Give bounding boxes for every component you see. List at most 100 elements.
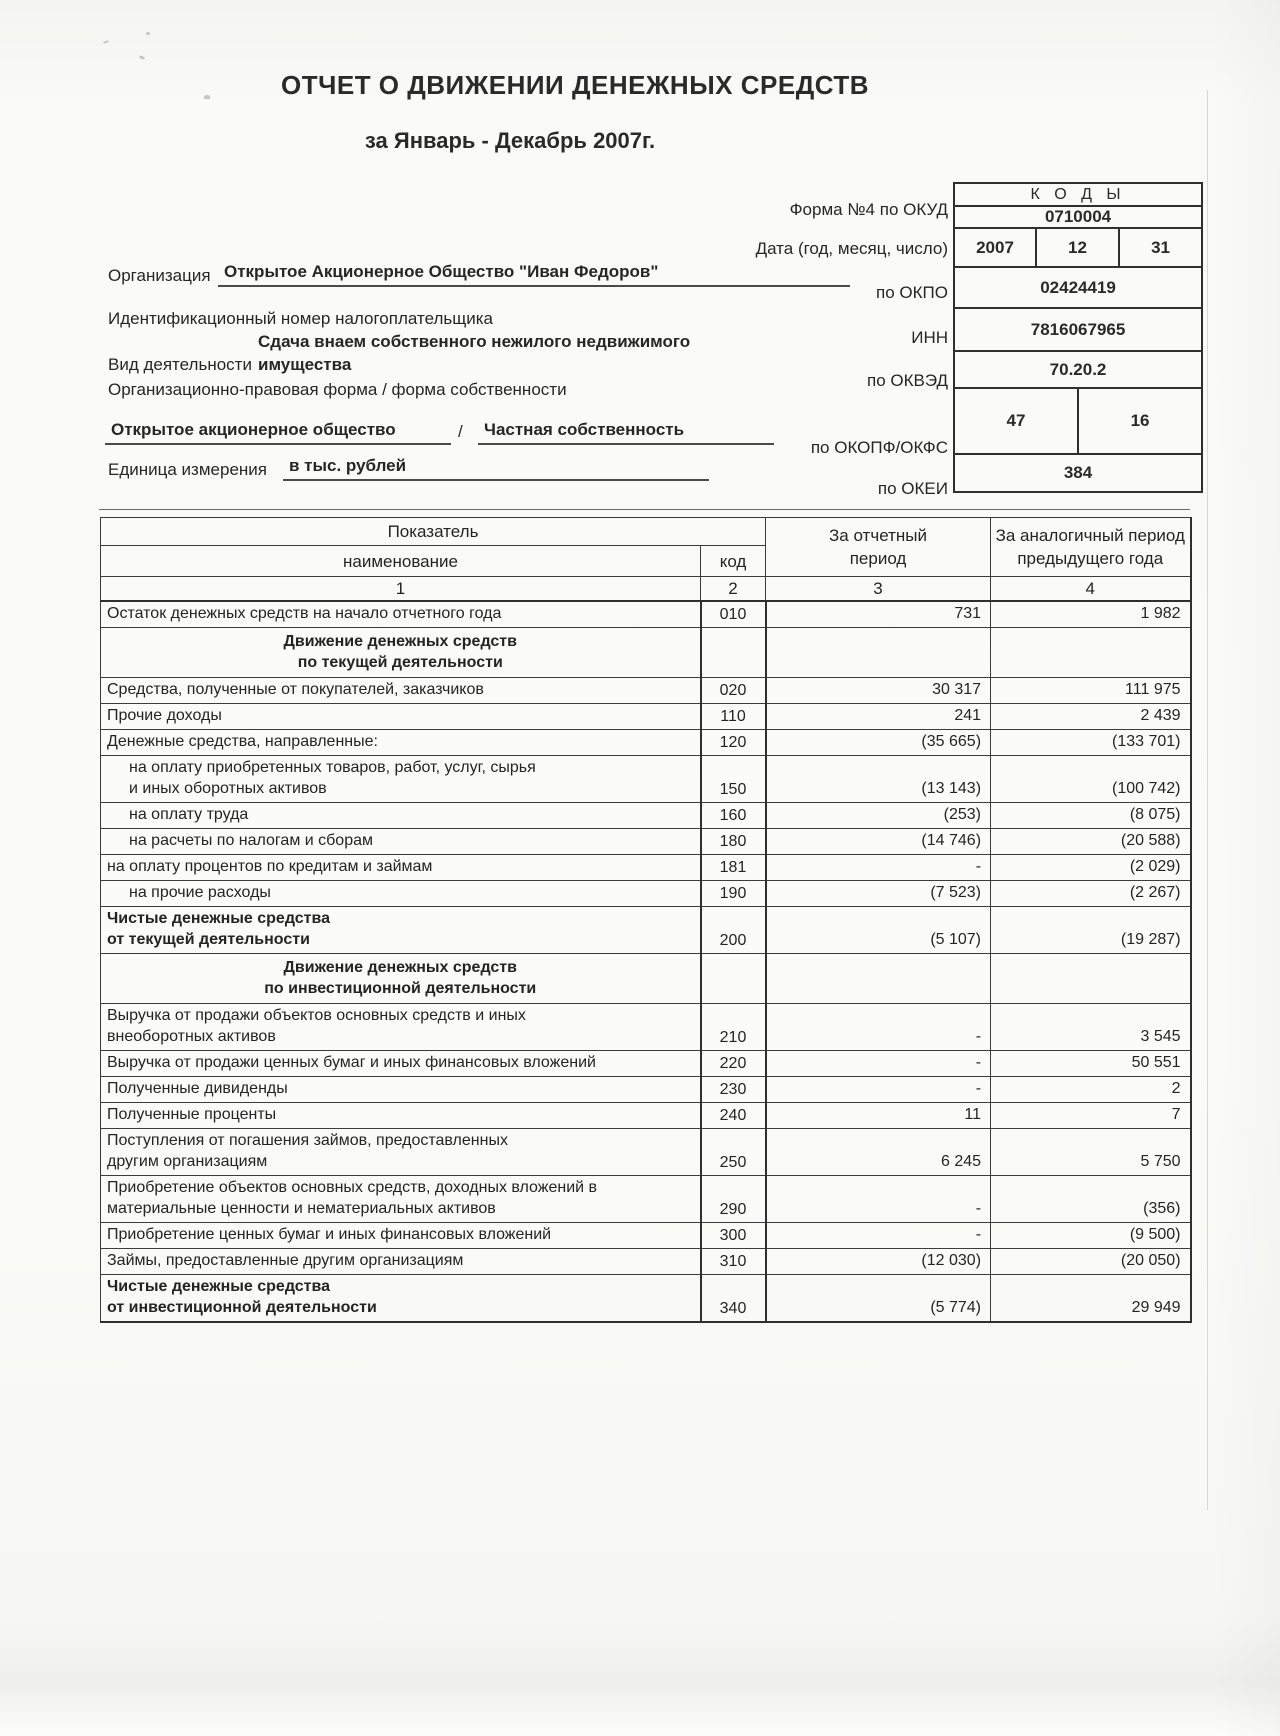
activity-value-line2: имущества <box>258 355 352 374</box>
cell-col3: (14 746) <box>764 828 992 855</box>
okved-label: по ОКВЭД <box>866 371 948 390</box>
cell-col3: 30 317 <box>764 677 992 704</box>
codes-box: К О Д Ы 0710004 2007 12 31 02424419 7816… <box>952 182 1204 493</box>
cell-name: Займы, предоставленные другим организаци… <box>100 1248 701 1275</box>
document-title: ОТЧЕТ О ДВИЖЕНИИ ДЕНЕЖНЫХ СРЕДСТВ <box>280 70 870 100</box>
activity-value-line1: Сдача внаем собственного нежилого недвиж… <box>258 332 691 351</box>
header-colnum-1: 1 <box>100 576 701 602</box>
cell-code: 300 <box>699 1222 767 1249</box>
okved-value: 70.20.2 <box>952 350 1204 389</box>
cell-code <box>699 953 767 1004</box>
cell-code: 190 <box>699 880 767 907</box>
inn-label: ИНН <box>911 328 948 347</box>
cell-col4: 2 439 <box>990 703 1192 730</box>
cell-code: 340 <box>699 1274 767 1323</box>
cell-code: 310 <box>699 1248 767 1275</box>
cell-code: 290 <box>699 1175 767 1223</box>
okud-form-label: Форма №4 по ОКУД <box>789 200 948 219</box>
cashflow-table-header: Показатель За отчетный период За аналоги… <box>99 517 1192 602</box>
date-day-value: 31 <box>1117 227 1204 268</box>
table-row: Прочие доходы 110 241 2 439 <box>100 703 1192 730</box>
cell-code: 210 <box>699 1003 767 1051</box>
inn-value: 7816067965 <box>952 307 1204 352</box>
okpo-label: по ОКПО <box>876 283 948 302</box>
cell-name: Движение денежных средств по текущей дея… <box>100 627 701 678</box>
cell-col3: (35 665) <box>764 729 992 756</box>
table-row: Приобретение ценных бумаг и иных финансо… <box>100 1222 1192 1249</box>
cell-col3: 6 245 <box>764 1128 992 1176</box>
codes-header: К О Д Ы <box>952 182 1204 207</box>
unit-label: Единица измерения <box>108 460 267 479</box>
date-year-value: 2007 <box>953 227 1037 268</box>
table-row: Поступления от погашения займов, предост… <box>100 1128 1192 1176</box>
cell-name: Приобретение объектов основных средств, … <box>100 1175 701 1223</box>
cell-col3: (5 774) <box>764 1274 992 1323</box>
organization-value: Открытое Акционерное Общество "Иван Федо… <box>218 262 850 287</box>
cell-col4: (20 588) <box>990 828 1192 855</box>
cell-col4: (19 287) <box>990 906 1192 954</box>
okpo-value: 02424419 <box>952 266 1204 309</box>
cell-code: 250 <box>699 1128 767 1176</box>
cell-col3: - <box>764 854 992 881</box>
header-indicator: Показатель <box>99 517 767 546</box>
cell-name: на прочие расходы <box>100 880 701 907</box>
table-row: на расчеты по налогам и сборам 180 (14 746… <box>100 828 1192 855</box>
header-colnum-3: 3 <box>765 576 992 602</box>
header-colnum-4: 4 <box>990 576 1192 602</box>
cell-name: на оплату процентов по кредитам и займам <box>100 854 701 881</box>
table-row: Средства, полученные от покупателей, зак… <box>100 677 1192 704</box>
cell-col3: - <box>764 1222 992 1249</box>
cell-code <box>699 627 767 678</box>
table-row: Выручка от продажи ценных бумаг и иных ф… <box>100 1050 1192 1077</box>
cell-col3: (5 107) <box>764 906 992 954</box>
table-top-rule <box>99 509 1190 510</box>
cell-name: Выручка от продажи объектов основных сре… <box>100 1003 701 1051</box>
table-row: на прочие расходы 190 (7 523) (2 267) <box>100 880 1192 907</box>
cell-code: 150 <box>699 755 767 803</box>
cell-col4: 1 982 <box>990 600 1192 628</box>
pencil-speck <box>146 32 150 35</box>
cell-name: на оплату приобретенных товаров, работ, … <box>100 755 701 803</box>
cell-code: 020 <box>699 677 767 704</box>
cell-col3: (7 523) <box>764 880 992 907</box>
cashflow-table: Показатель За отчетный период За аналоги… <box>99 517 1192 1323</box>
activity-label: Вид деятельности <box>108 355 252 374</box>
table-row: Чистые денежные средства от инвестиционн… <box>100 1274 1192 1323</box>
organization-label: Организация <box>108 266 211 285</box>
cell-col4: 2 <box>990 1076 1192 1103</box>
table-row: Денежные средства, направленные: 120 (35 6… <box>100 729 1192 756</box>
okei-value: 384 <box>952 453 1204 493</box>
cell-name: Чистые денежные средства от текущей деят… <box>100 906 701 954</box>
cell-code: 200 <box>699 906 767 954</box>
cell-code: 220 <box>699 1050 767 1077</box>
cell-name: Полученные проценты <box>100 1102 701 1129</box>
legal-form-caption: Организационно-правовая форма / форма со… <box>108 380 567 399</box>
cell-name: Остаток денежных средств на начало отчет… <box>100 600 701 628</box>
cell-col4 <box>990 627 1192 678</box>
table-row: на оплату приобретенных товаров, работ, … <box>100 755 1192 803</box>
taxpayer-id-caption: Идентификационный номер налогоплательщик… <box>108 309 493 328</box>
cell-col3: 11 <box>764 1102 992 1129</box>
cell-code: 181 <box>699 854 767 881</box>
cell-col4: (2 267) <box>990 880 1192 907</box>
cell-code: 120 <box>699 729 767 756</box>
cell-col4: 29 949 <box>990 1274 1192 1323</box>
pencil-speck <box>102 40 110 44</box>
okfs-value: 16 <box>1076 387 1204 455</box>
cell-col3: (253) <box>764 802 992 829</box>
header-previous-period: За аналогичный период предыдущего года <box>990 517 1192 577</box>
cell-name: Движение денежных средств по инвестицион… <box>100 953 701 1004</box>
okei-label: по ОКЕИ <box>877 479 948 498</box>
cell-col3: (13 143) <box>764 755 992 803</box>
header-colnum-2: 2 <box>699 576 767 602</box>
cell-col4: (2 029) <box>990 854 1192 881</box>
cell-col4: 111 975 <box>990 677 1192 704</box>
date-form-label: Дата (год, месяц, число) <box>755 239 948 258</box>
cell-code: 230 <box>699 1076 767 1103</box>
cell-code: 240 <box>699 1102 767 1129</box>
cell-col4: (356) <box>990 1175 1192 1223</box>
table-row: Займы, предоставленные другим организаци… <box>100 1248 1192 1275</box>
cell-col3: - <box>764 1076 992 1103</box>
table-row: на оплату труда 160 (253) (8 075) <box>100 802 1192 829</box>
